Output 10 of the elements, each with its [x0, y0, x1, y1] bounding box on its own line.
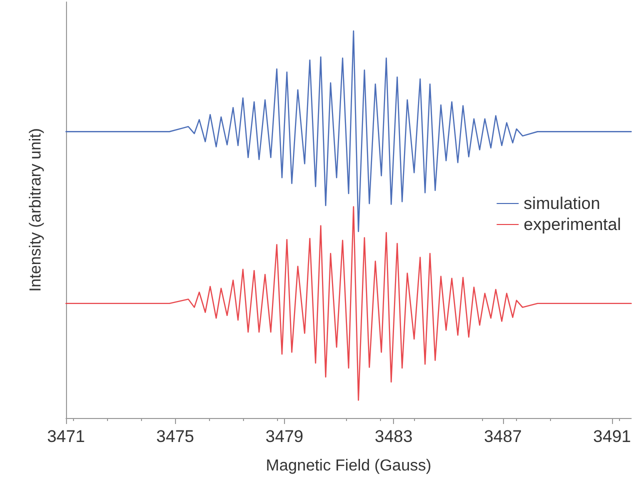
- y-axis-title: Intensity (arbitrary unit): [28, 128, 44, 292]
- x-tick-label: 3487: [484, 427, 522, 446]
- x-tick-label: 3475: [156, 427, 194, 446]
- legend-label: experimental: [524, 215, 621, 234]
- x-axis-title: Magnetic Field (Gauss): [266, 458, 432, 474]
- x-tick-label: 3483: [374, 427, 413, 446]
- x-tick-label: 3491: [593, 427, 632, 446]
- x-tick-label: 3471: [47, 427, 85, 446]
- x-tick-label: 3479: [266, 427, 304, 446]
- legend-label: simulation: [524, 194, 600, 213]
